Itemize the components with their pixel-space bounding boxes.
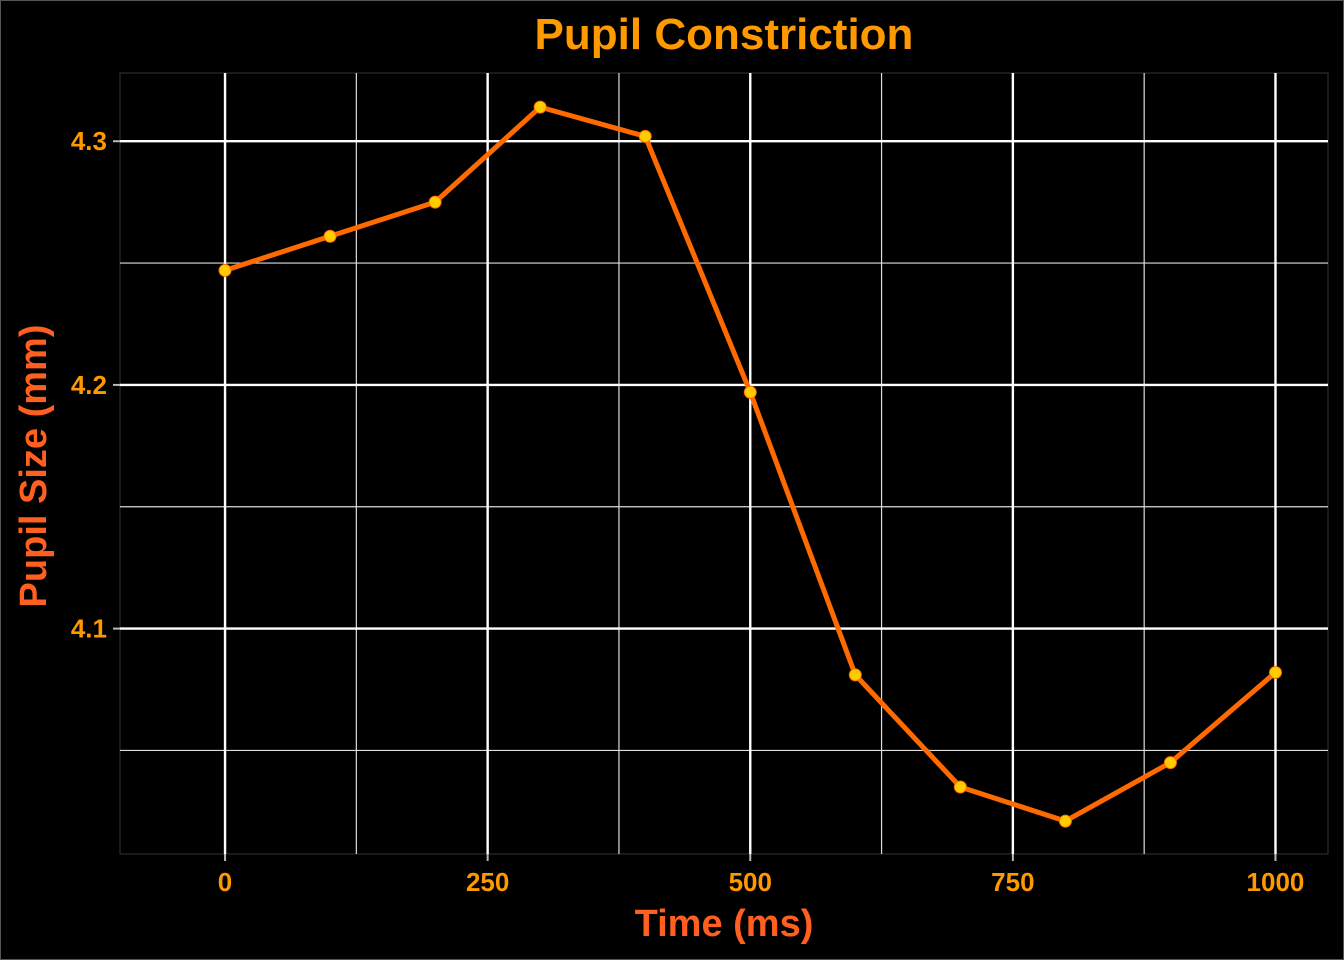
data-point <box>218 263 232 277</box>
x-tick-label: 250 <box>466 867 509 897</box>
data-point <box>428 195 442 209</box>
y-tick-label: 4.2 <box>71 370 107 400</box>
x-tick-label: 750 <box>991 867 1034 897</box>
y-tick-label: 4.3 <box>71 126 107 156</box>
y-axis-title: Pupil Size (mm) <box>13 325 55 608</box>
x-axis-title: Time (ms) <box>635 903 814 945</box>
data-point <box>848 668 862 682</box>
data-point <box>1163 756 1177 770</box>
data-point <box>638 129 652 143</box>
data-point <box>1058 814 1072 828</box>
data-point <box>323 229 337 243</box>
data-point <box>1268 665 1282 679</box>
data-point <box>953 780 967 794</box>
x-tick-label: 0 <box>218 867 232 897</box>
y-tick-label: 4.1 <box>71 614 107 644</box>
y-axis-ticks: 4.1 4.2 4.3 <box>71 126 120 644</box>
x-tick-label: 500 <box>729 867 772 897</box>
series-layer <box>218 100 1282 828</box>
data-point <box>533 100 547 114</box>
minor-gridlines <box>120 73 1328 854</box>
chart-title: Pupil Constriction <box>535 10 914 59</box>
data-point <box>743 385 757 399</box>
plot-panel <box>119 72 1329 855</box>
x-axis-ticks: 0 250 500 750 1000 <box>218 854 1305 897</box>
major-gridlines <box>120 73 1328 854</box>
x-tick-label: 1000 <box>1247 867 1305 897</box>
